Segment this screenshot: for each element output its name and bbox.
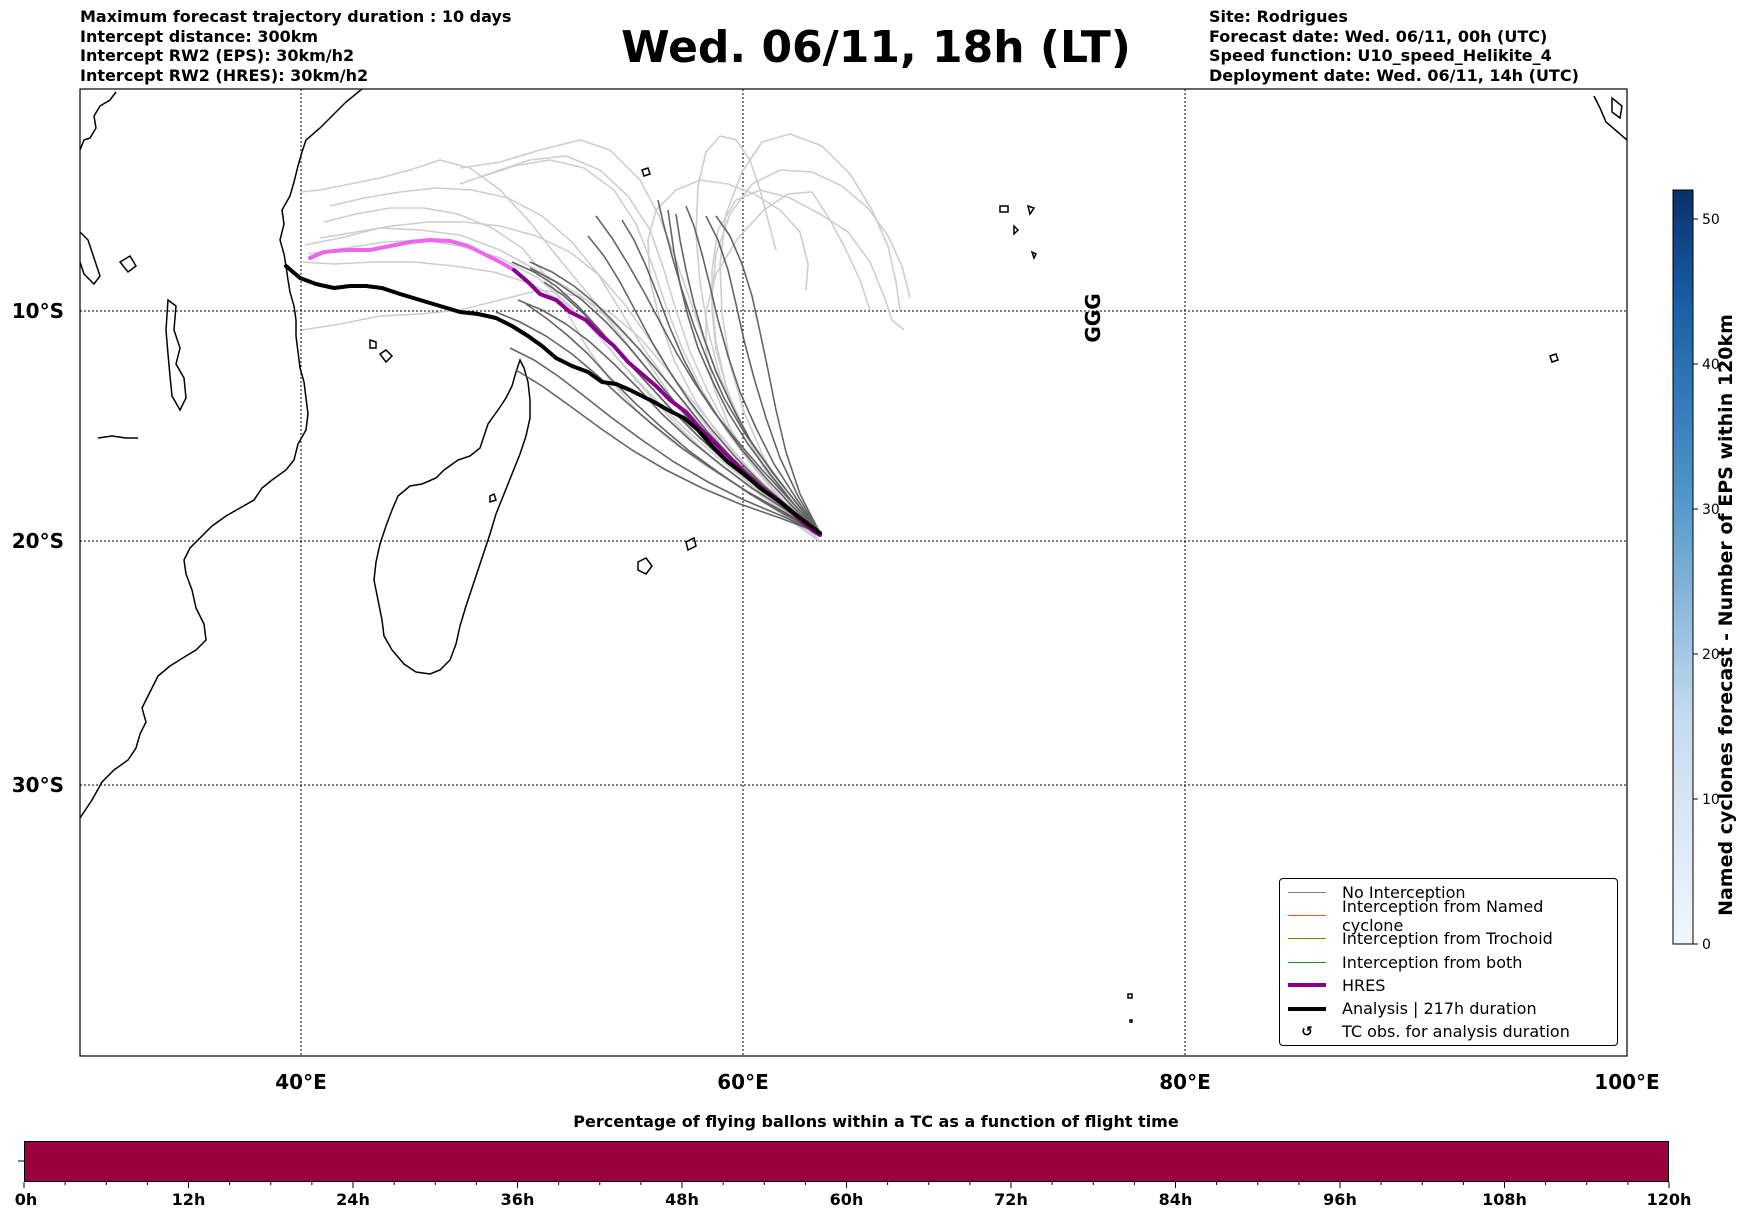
colorbar-ticks: 0 10 20 30 40 50 xyxy=(1693,212,1720,953)
legend-label: Interception from Trochoid xyxy=(1342,929,1553,949)
lon-tick-labels: 40°E 60°E 80°E 100°E xyxy=(275,1070,1659,1094)
time-bar-ticks xyxy=(23,1182,1670,1188)
header-left-info: Maximum forecast trajectory duration : 1… xyxy=(80,7,511,85)
header-right-line: Deployment date: Wed. 06/11, 14h (UTC) xyxy=(1209,65,1579,85)
legend-label: No Interception xyxy=(1342,883,1466,903)
small-island xyxy=(1127,993,1133,999)
small-island xyxy=(489,492,497,504)
legend: No Interception Interception from Named … xyxy=(1279,878,1618,1046)
small-island xyxy=(1030,250,1038,260)
header-left-line: Intercept RW2 (EPS): 30km/h2 xyxy=(80,46,355,65)
colorbar-tick-label: 40 xyxy=(1702,357,1720,373)
lon-tick-label: 60°E xyxy=(717,1070,769,1094)
time-bar-tick-label: 72h xyxy=(994,1190,1028,1209)
lat-tick-label: 20°S xyxy=(12,529,64,553)
analysis-track xyxy=(284,264,822,535)
lat-tick-label: 30°S xyxy=(12,773,64,797)
time-bar-tick-label: 0h xyxy=(14,1190,38,1209)
madagascar-coastline xyxy=(373,358,531,675)
colorbar-tick-label: 10 xyxy=(1702,792,1720,808)
legend-item: Interception from Trochoid xyxy=(1288,927,1609,950)
legend-item: Interception from both xyxy=(1288,951,1609,974)
legend-label: HRES xyxy=(1342,975,1386,995)
hres-track-early xyxy=(308,237,516,272)
lat-tick-label: 10°S xyxy=(12,299,64,323)
comoros-island xyxy=(378,349,394,364)
legend-item: Interception from Named cyclone xyxy=(1288,897,1609,935)
legend-swatch xyxy=(1288,1006,1326,1011)
time-bar-tick-label: 24h xyxy=(336,1190,370,1209)
legend-swatch xyxy=(1288,938,1326,940)
time-bar-tick-label: 108h xyxy=(1482,1190,1527,1209)
legend-swatch xyxy=(1288,983,1326,988)
legend-item: No Interception xyxy=(1288,881,1609,904)
time-bar-tick-label: 96h xyxy=(1323,1190,1357,1209)
legend-label: Interception from Named cyclone xyxy=(1342,896,1544,935)
legend-item: HRES xyxy=(1288,974,1609,997)
tc-obs-icon: ↺ xyxy=(1301,1023,1313,1040)
map-area: GGG xyxy=(80,89,1627,1056)
africa-coastline xyxy=(80,89,363,819)
header-right-info: Site: Rodrigues Forecast date: Wed. 06/1… xyxy=(1209,7,1579,85)
rodrigues-island xyxy=(1549,353,1559,363)
legend-swatch xyxy=(1288,915,1326,917)
main-title: Wed. 06/11, 18h (LT) xyxy=(621,22,1131,73)
africa-coast-north xyxy=(80,91,117,151)
time-bar xyxy=(24,1141,1669,1182)
header-left-line: Maximum forecast trajectory duration : 1… xyxy=(80,7,512,26)
mauritius-island xyxy=(685,536,697,552)
small-island xyxy=(1611,96,1623,120)
time-bar-title: Percentage of flying ballons within a TC… xyxy=(573,1112,1179,1131)
legend-label: Analysis | 217h duration xyxy=(1342,999,1537,1019)
header-right-line: Site: Rodrigues xyxy=(1209,7,1348,26)
lon-tick-label: 80°E xyxy=(1159,1070,1211,1094)
small-island xyxy=(1129,1019,1133,1023)
small-island xyxy=(118,254,137,274)
legend-label: Interception from both xyxy=(1342,952,1523,972)
coastlines xyxy=(80,89,1627,1023)
eps-tracks-dark xyxy=(495,199,821,534)
colorbar xyxy=(1672,189,1694,945)
maldives-island xyxy=(1593,95,1627,141)
small-island xyxy=(80,231,101,286)
time-bar-tick-label: 120h xyxy=(1646,1190,1692,1209)
seychelles-island xyxy=(641,167,651,177)
lon-tick-label: 100°E xyxy=(1594,1070,1659,1094)
lat-tick-labels: 10°S 20°S 30°S xyxy=(12,299,64,797)
small-island xyxy=(369,338,377,349)
small-island xyxy=(165,298,187,412)
legend-swatch xyxy=(1288,892,1326,894)
map-gridlines xyxy=(80,89,1627,1056)
legend-label: TC obs. for analysis duration xyxy=(1342,1022,1570,1042)
time-bar-tick-label: 12h xyxy=(171,1190,206,1209)
time-bar-tick-label: 60h xyxy=(829,1190,864,1209)
colorbar-label: Named cyclones forecast - Number of EPS … xyxy=(1715,314,1737,916)
cyclone-marker-text: GGG xyxy=(1081,293,1105,342)
colorbar-tick-label: 0 xyxy=(1702,937,1711,953)
header-right-line: Speed function: U10_speed_Helikite_4 xyxy=(1209,46,1552,65)
colorbar-tick-label: 50 xyxy=(1702,212,1720,228)
colorbar-tick-label: 30 xyxy=(1702,502,1720,518)
small-island xyxy=(97,435,138,439)
small-island xyxy=(1013,224,1020,236)
header-left-line: Intercept RW2 (HRES): 30km/h2 xyxy=(80,65,369,85)
colorbar-tick-label: 20 xyxy=(1702,647,1720,663)
map-frame xyxy=(79,88,1628,1057)
chagos-island xyxy=(999,205,1009,213)
lon-tick-label: 40°E xyxy=(275,1070,327,1094)
time-bar-tick-label: 84h xyxy=(1158,1190,1193,1209)
legend-swatch xyxy=(1288,961,1326,963)
legend-item: Analysis | 217h duration xyxy=(1288,997,1609,1020)
legend-item: ↺ TC obs. for analysis duration xyxy=(1288,1020,1609,1043)
time-bar-tick-label: 36h xyxy=(500,1190,535,1209)
small-island xyxy=(1026,204,1036,216)
time-bar-tick-label: 48h xyxy=(665,1190,699,1209)
header-right-line: Forecast date: Wed. 06/11, 00h (UTC) xyxy=(1209,26,1548,46)
header-left-line: Intercept distance: 300km xyxy=(80,26,319,46)
reunion-island xyxy=(637,557,653,575)
